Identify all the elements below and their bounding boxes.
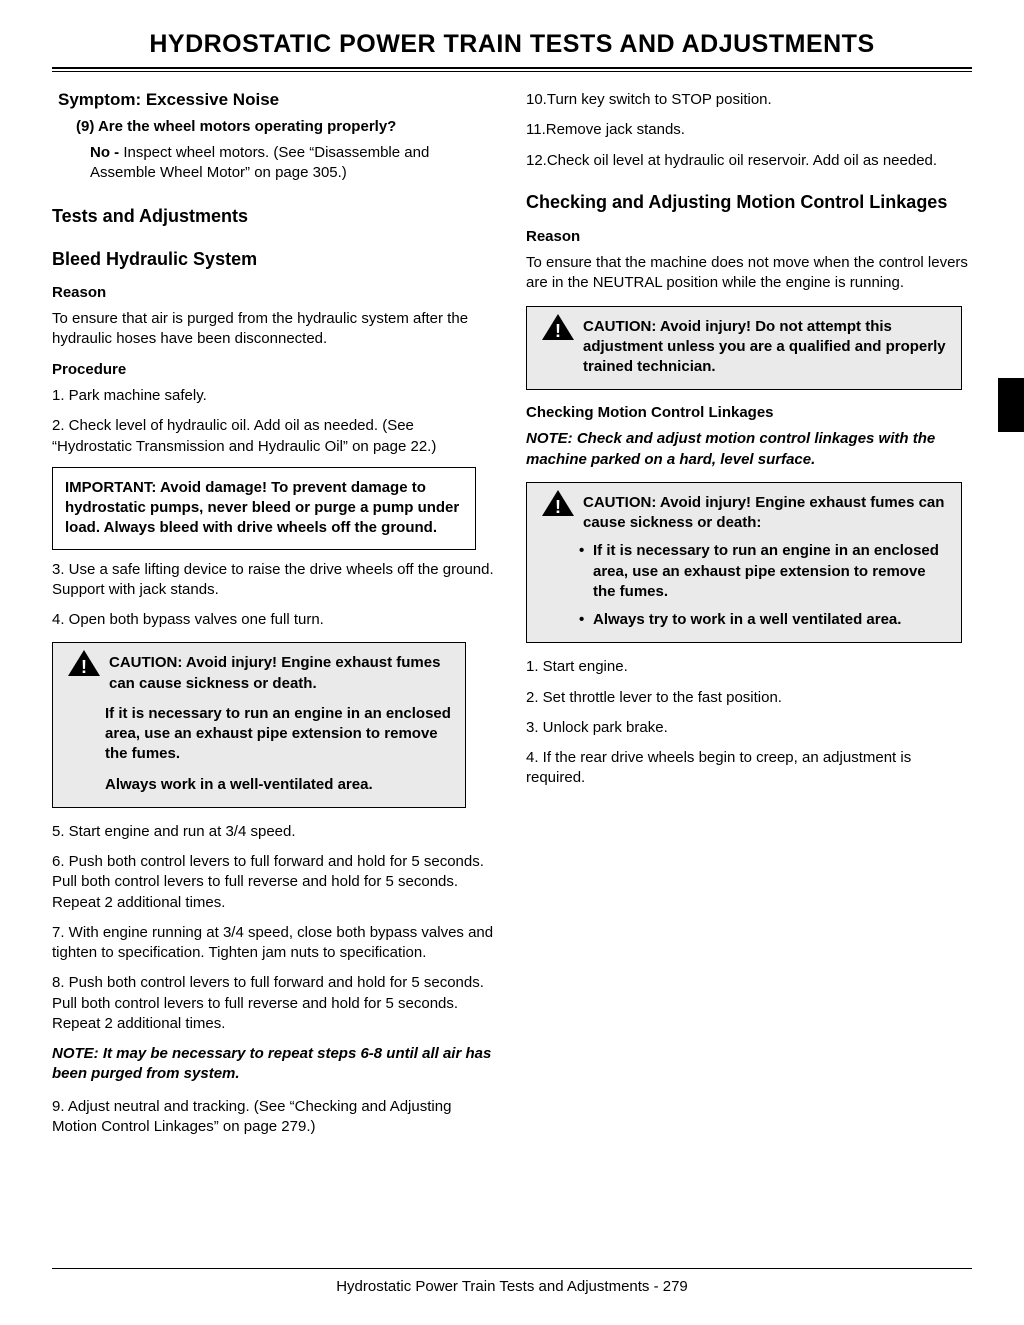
- reason-heading-2: Reason: [526, 228, 972, 245]
- step-8: 8. Push both control levers to full forw…: [52, 973, 498, 1034]
- footer-rule: [52, 1268, 972, 1269]
- symptom-heading: Symptom: Excessive Noise: [52, 90, 498, 110]
- page-footer: Hydrostatic Power Train Tests and Adjust…: [0, 1278, 1024, 1295]
- svg-text:!: !: [555, 321, 561, 341]
- step-3: 3. Use a safe lifting device to raise th…: [52, 560, 498, 601]
- step-6: 6. Push both control levers to full forw…: [52, 852, 498, 913]
- caution-text-2: If it is necessary to run an engine in a…: [105, 704, 451, 765]
- check-step-1: 1. Start engine.: [526, 657, 972, 677]
- answer-text: Inspect wheel motors. (See “Disassemble …: [90, 144, 429, 181]
- bullet-dot: •: [579, 541, 593, 602]
- page-title: HYDROSTATIC POWER TRAIN TESTS AND ADJUST…: [52, 30, 972, 67]
- step-1: 1. Park machine safely.: [52, 386, 498, 406]
- caution-text-1: CAUTION: Avoid injury! Engine exhaust fu…: [105, 653, 451, 694]
- note-surface: NOTE: Check and adjust motion control li…: [526, 429, 972, 470]
- reason-text: To ensure that air is purged from the hy…: [52, 309, 498, 350]
- caution-text-3: Always work in a well-ventilated area.: [105, 775, 451, 795]
- answer-lead: No -: [90, 144, 123, 161]
- important-callout: IMPORTANT: Avoid damage! To prevent dama…: [52, 467, 476, 550]
- check-step-2: 2. Set throttle lever to the fast positi…: [526, 688, 972, 708]
- section-tab: [998, 378, 1024, 432]
- diagnostic-answer: No - Inspect wheel motors. (See “Disasse…: [90, 143, 492, 184]
- section-heading-linkages: Checking and Adjusting Motion Control Li…: [526, 191, 972, 214]
- right-column: 10.Turn key switch to STOP position. 11.…: [526, 90, 972, 1147]
- title-rule: [52, 67, 972, 72]
- step-5: 5. Start engine and run at 3/4 speed.: [52, 822, 498, 842]
- warning-icon: !: [541, 489, 575, 517]
- step-2: 2. Check level of hydraulic oil. Add oil…: [52, 416, 498, 457]
- content-columns: Symptom: Excessive Noise (9) Are the whe…: [52, 90, 972, 1147]
- reason-heading: Reason: [52, 284, 498, 301]
- bullet-dot: •: [579, 610, 593, 630]
- check-step-3: 3. Unlock park brake.: [526, 718, 972, 738]
- warning-icon: !: [67, 649, 101, 677]
- step-7: 7. With engine running at 3/4 speed, clo…: [52, 923, 498, 964]
- note-repeat: NOTE: It may be necessary to repeat step…: [52, 1044, 498, 1085]
- caution-text-technician: CAUTION: Avoid injury! Do not attempt th…: [579, 317, 947, 378]
- caution-text-exhaust-head: CAUTION: Avoid injury! Engine exhaust fu…: [579, 493, 947, 534]
- section-heading-bleed: Bleed Hydraulic System: [52, 249, 498, 270]
- diagnostic-question: (9) Are the wheel motors operating prope…: [76, 118, 498, 135]
- reason-text-2: To ensure that the machine does not move…: [526, 253, 972, 294]
- caution-callout-exhaust-2: ! CAUTION: Avoid injury! Engine exhaust …: [526, 482, 962, 644]
- check-step-4: 4. If the rear drive wheels begin to cre…: [526, 748, 972, 789]
- left-column: Symptom: Excessive Noise (9) Are the whe…: [52, 90, 498, 1147]
- svg-text:!: !: [555, 497, 561, 517]
- caution-callout-exhaust: ! CAUTION: Avoid injury! Engine exhaust …: [52, 642, 466, 808]
- procedure-heading: Procedure: [52, 361, 498, 378]
- warning-icon: !: [541, 313, 575, 341]
- step-4: 4. Open both bypass valves one full turn…: [52, 610, 498, 630]
- section-heading-tests: Tests and Adjustments: [52, 206, 498, 227]
- caution-bullet-1: • If it is necessary to run an engine in…: [579, 541, 947, 602]
- caution-bullet-1-text: If it is necessary to run an engine in a…: [593, 541, 947, 602]
- step-10: 10.Turn key switch to STOP position.: [526, 90, 972, 110]
- caution-callout-technician: ! CAUTION: Avoid injury! Do not attempt …: [526, 306, 962, 391]
- caution-bullet-2-text: Always try to work in a well ventilated …: [593, 610, 901, 630]
- step-12: 12.Check oil level at hydraulic oil rese…: [526, 151, 972, 171]
- checking-heading: Checking Motion Control Linkages: [526, 404, 972, 421]
- step-9: 9. Adjust neutral and tracking. (See “Ch…: [52, 1097, 498, 1138]
- caution-bullet-2: • Always try to work in a well ventilate…: [579, 610, 947, 630]
- svg-text:!: !: [81, 657, 87, 677]
- step-11: 11.Remove jack stands.: [526, 120, 972, 140]
